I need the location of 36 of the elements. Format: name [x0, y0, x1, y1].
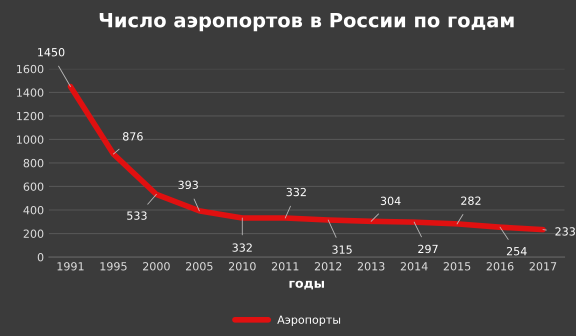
x-tick-label: 2011 — [272, 262, 298, 270]
y-tick-label: 0 — [38, 253, 44, 262]
legend-label: Аэропорты — [277, 316, 340, 326]
data-label: 233 — [555, 227, 575, 236]
data-label: 282 — [461, 196, 480, 205]
y-tick-label: 600 — [24, 182, 44, 191]
y-tick-label: 400 — [23, 206, 44, 214]
data-label: 393 — [178, 180, 198, 190]
x-tick-label: 2012 — [314, 262, 342, 270]
x-tick-label: 1991 — [58, 262, 84, 270]
data-label: 332 — [286, 188, 306, 196]
y-tick-label: 1400 — [17, 88, 44, 97]
data-label: 254 — [506, 246, 527, 256]
x-tick-label: 1995 — [100, 262, 127, 270]
y-tick-label: 200 — [24, 229, 44, 238]
data-label: 332 — [232, 243, 252, 252]
x-tick-label: 2017 — [530, 262, 556, 270]
chart-title: Число аэропортов в России по годам — [100, 13, 514, 32]
x-tick-label: 2000 — [143, 262, 170, 270]
y-tick-label: 800 — [24, 158, 44, 168]
data-label: 533 — [127, 211, 147, 220]
data-label: 315 — [332, 245, 352, 254]
x-axis-title: годы — [290, 280, 324, 290]
x-tick-label: 2013 — [358, 262, 384, 270]
data-label: 304 — [380, 196, 401, 206]
x-tick-label: 2015 — [444, 262, 470, 270]
x-tick-label: 2014 — [400, 262, 428, 270]
x-tick-label: 2005 — [186, 262, 212, 270]
y-tick-label: 1600 — [17, 64, 44, 74]
x-tick-label: 2016 — [486, 262, 514, 270]
y-tick-label: 1200 — [17, 112, 44, 120]
data-label: 876 — [122, 132, 143, 141]
y-tick-label: 1000 — [17, 135, 44, 144]
data-label: 297 — [418, 244, 438, 254]
x-tick-label: 2010 — [228, 262, 256, 270]
data-label: 1450 — [38, 48, 64, 56]
